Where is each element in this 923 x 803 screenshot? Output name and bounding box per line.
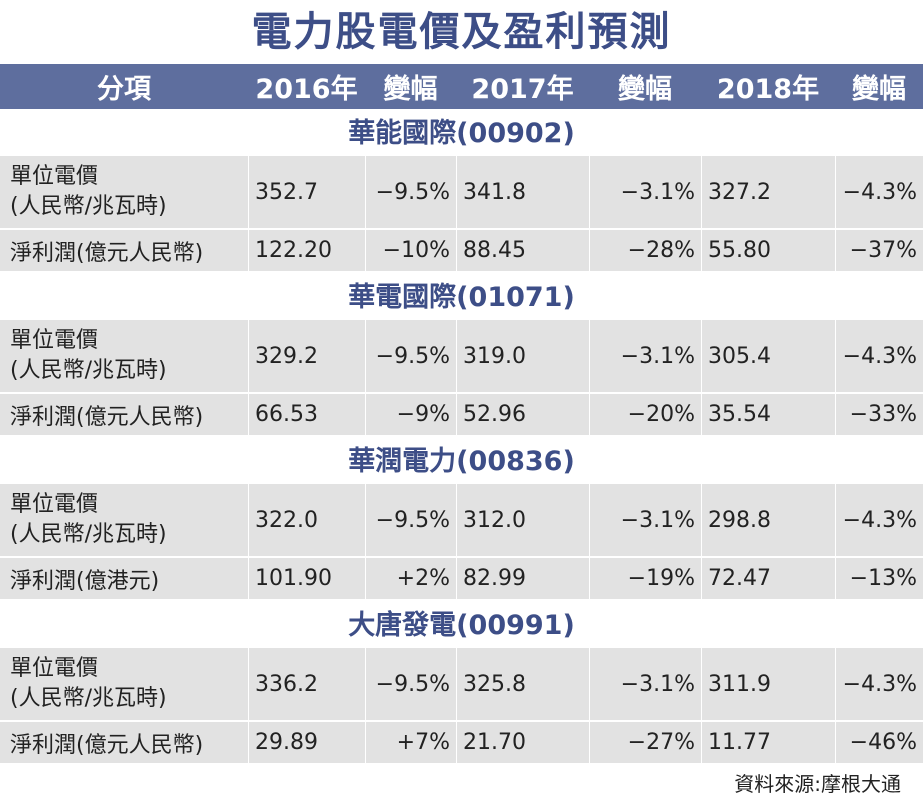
cell: 305.4 <box>701 320 835 392</box>
cell: 325.8 <box>456 648 589 720</box>
cell: +7% <box>365 722 456 763</box>
header-change-2016: 變幅 <box>383 74 438 105</box>
cell: 72.47 <box>701 558 835 599</box>
cell: 319.0 <box>456 320 589 392</box>
label-line: 單位電價 <box>10 328 99 353</box>
row-label: 單位電價 (人民幣/兆瓦時) <box>0 648 248 720</box>
cell: 52.96 <box>456 394 589 435</box>
table-row: 單位電價 (人民幣/兆瓦時) 336.2 −9.5% 325.8 −3.1% 31… <box>0 648 923 720</box>
cell: −10% <box>365 230 456 271</box>
cell: −13% <box>835 558 923 599</box>
label-line: (人民幣/兆瓦時) <box>10 194 167 219</box>
row-label: 淨利潤(億元人民幣) <box>10 404 204 430</box>
label-line: (人民幣/兆瓦時) <box>10 686 167 711</box>
page-title: 電力股電價及盈利預測 <box>251 9 672 55</box>
cell: 66.53 <box>248 394 365 435</box>
header-2016: 2016年 <box>255 74 358 105</box>
cell: 29.89 <box>248 722 365 763</box>
company-title: 華潤電力(00836) <box>348 446 575 477</box>
row-label: 單位電價 (人民幣/兆瓦時) <box>0 320 248 392</box>
cell: −9.5% <box>365 320 456 392</box>
cell: 11.77 <box>701 722 835 763</box>
source-note: 資料來源:摩根大通 <box>734 772 901 796</box>
table-header: 分項 2016年 變幅 2017年 變幅 2018年 變幅 <box>0 64 923 109</box>
cell: −4.3% <box>835 648 923 720</box>
label-line: 單位電價 <box>10 492 99 517</box>
header-change-2018: 變幅 <box>852 74 906 105</box>
table-row: 淨利潤(億元人民幣) 66.53 −9% 52.96 −20% 35.54 −3… <box>0 394 923 435</box>
cell: −4.3% <box>835 156 923 228</box>
cell: −28% <box>589 230 701 271</box>
table-row: 單位電價 (人民幣/兆瓦時) 322.0 −9.5% 312.0 −3.1% 29… <box>0 484 923 556</box>
cell: 312.0 <box>456 484 589 556</box>
header-item: 分項 <box>97 74 151 105</box>
cell: −19% <box>589 558 701 599</box>
header-change-2017: 變幅 <box>618 74 672 105</box>
cell: −9% <box>365 394 456 435</box>
label-line: (人民幣/兆瓦時) <box>10 522 167 547</box>
table-row: 單位電價 (人民幣/兆瓦時) 329.2 −9.5% 319.0 −3.1% 30… <box>0 320 923 392</box>
cell: 21.70 <box>456 722 589 763</box>
company-title: 華電國際(01071) <box>348 282 575 313</box>
cell: 341.8 <box>456 156 589 228</box>
cell: 122.20 <box>248 230 365 271</box>
cell: −4.3% <box>835 484 923 556</box>
cell: 322.0 <box>248 484 365 556</box>
cell: −3.1% <box>589 484 701 556</box>
cell: 55.80 <box>701 230 835 271</box>
cell: −4.3% <box>835 320 923 392</box>
label-line: 單位電價 <box>10 164 99 189</box>
cell: 82.99 <box>456 558 589 599</box>
company-title: 大唐發電(00991) <box>348 610 575 641</box>
cell: 88.45 <box>456 230 589 271</box>
cell: −3.1% <box>589 156 701 228</box>
cell: −20% <box>589 394 701 435</box>
cell: +2% <box>365 558 456 599</box>
table-row: 單位電價 (人民幣/兆瓦時) 352.7 −9.5% 341.8 −3.1% 32… <box>0 156 923 228</box>
cell: −27% <box>589 722 701 763</box>
row-label: 淨利潤(億元人民幣) <box>10 732 204 758</box>
table-row: 淨利潤(億港元) 101.90 +2% 82.99 −19% 72.47 −13… <box>0 558 923 599</box>
label-line: 單位電價 <box>10 656 99 681</box>
cell: −33% <box>835 394 923 435</box>
cell: 336.2 <box>248 648 365 720</box>
cell: −37% <box>835 230 923 271</box>
header-2017: 2017年 <box>471 74 574 105</box>
header-2018: 2018年 <box>716 74 820 105</box>
company-title: 華能國際(00902) <box>348 118 575 149</box>
cell: 35.54 <box>701 394 835 435</box>
cell: −3.1% <box>589 320 701 392</box>
cell: 101.90 <box>248 558 365 599</box>
cell: −9.5% <box>365 156 456 228</box>
row-label: 淨利潤(億港元) <box>10 568 160 594</box>
row-label: 單位電價 (人民幣/兆瓦時) <box>0 484 248 556</box>
table-row: 淨利潤(億元人民幣) 122.20 −10% 88.45 −28% 55.80 … <box>0 230 923 271</box>
cell: −9.5% <box>365 484 456 556</box>
label-line: (人民幣/兆瓦時) <box>10 358 167 383</box>
cell: 298.8 <box>701 484 835 556</box>
cell: 327.2 <box>701 156 835 228</box>
cell: 311.9 <box>701 648 835 720</box>
table-row: 淨利潤(億元人民幣) 29.89 +7% 21.70 −27% 11.77 −4… <box>0 722 923 763</box>
row-label: 單位電價 (人民幣/兆瓦時) <box>0 156 248 228</box>
row-label: 淨利潤(億元人民幣) <box>10 240 204 266</box>
cell: 352.7 <box>248 156 365 228</box>
cell: −46% <box>835 722 923 763</box>
cell: 329.2 <box>248 320 365 392</box>
cell: −3.1% <box>589 648 701 720</box>
cell: −9.5% <box>365 648 456 720</box>
